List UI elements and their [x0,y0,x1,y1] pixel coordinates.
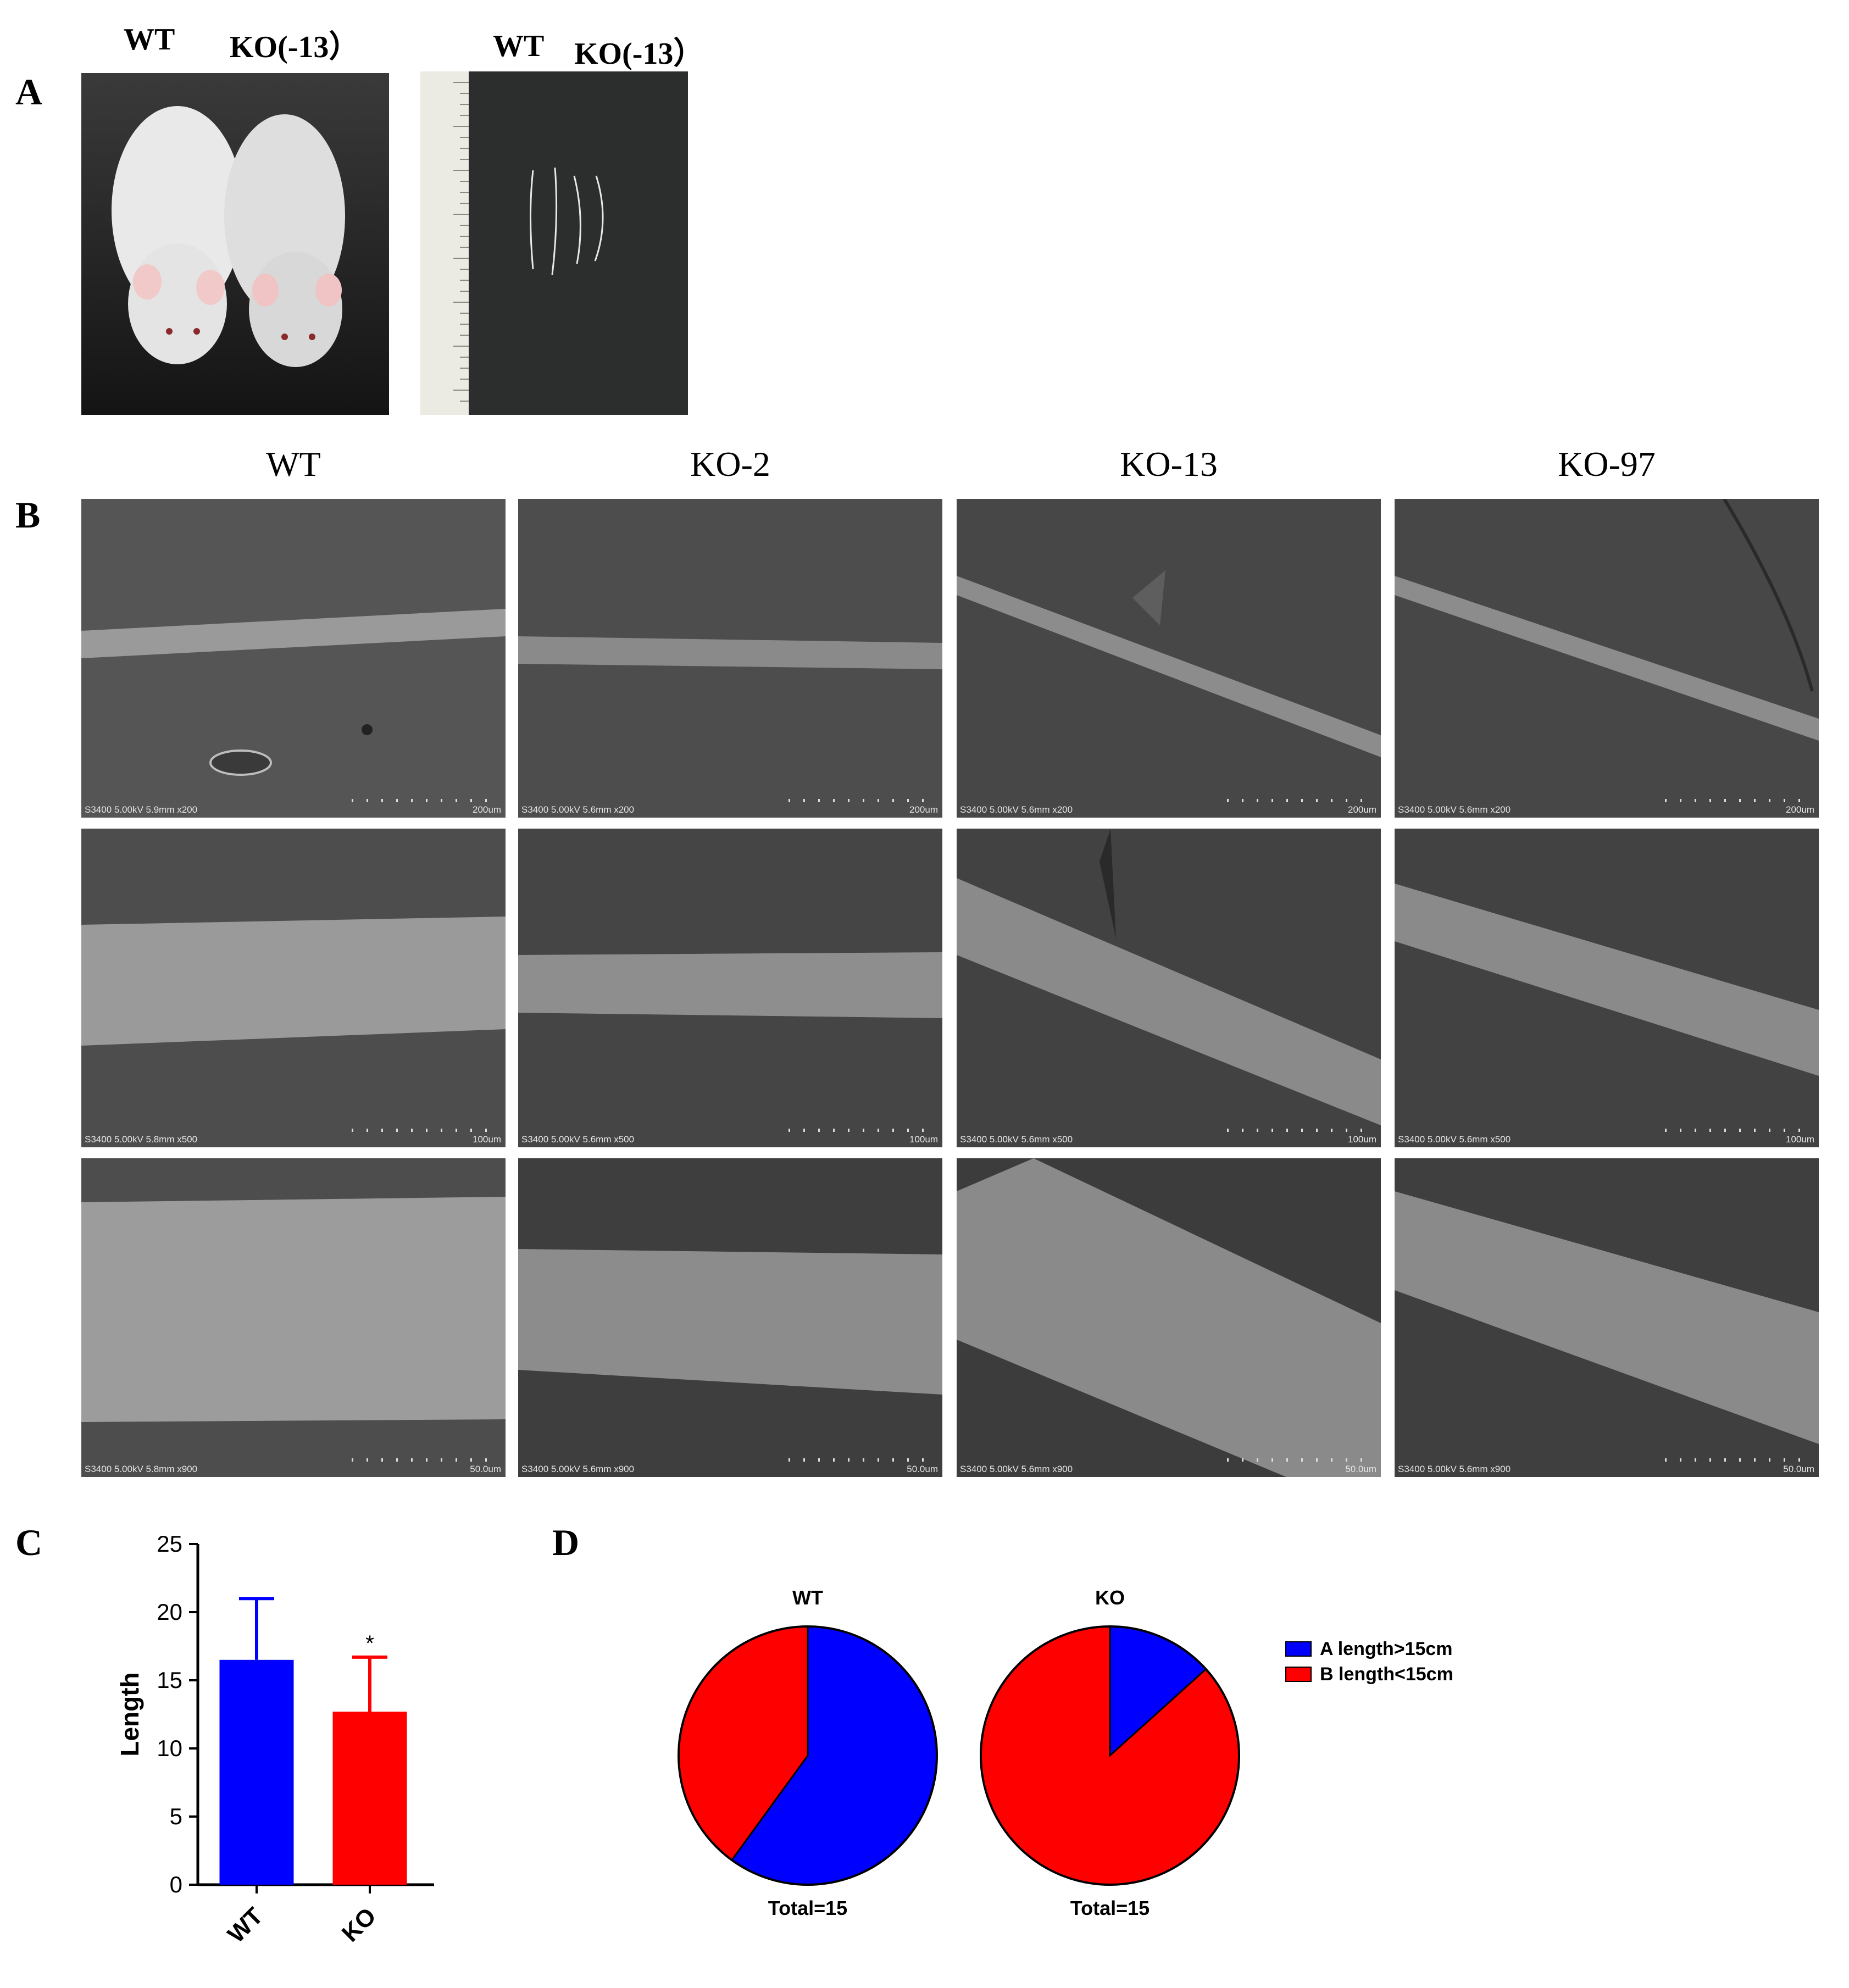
sem-image-ko97-x900: S3400 5.00kV 5.6mm x900 50.0um [1395,1158,1819,1477]
y-tick-label: 25 [157,1531,182,1557]
sem-info: S3400 5.00kV 5.8mm x500 [85,1134,198,1145]
photo1-label-wt: WT [124,23,175,57]
y-tick-label: 5 [170,1803,182,1829]
sem-scale: 50.0um [1345,1464,1376,1474]
significance-marker: * [365,1631,374,1656]
y-tick-label: 10 [157,1735,182,1761]
sem-scale: 200um [1786,804,1814,815]
pie-title: KO [1095,1586,1125,1609]
legend-swatch [1285,1641,1312,1657]
sem-image-wt-x900: S3400 5.00kV 5.8mm x900 50.0um [81,1158,506,1477]
sem-info: S3400 5.00kV 5.6mm x200 [521,804,635,815]
sem-info: S3400 5.00kV 5.9mm x200 [85,804,198,815]
bar [332,1712,407,1885]
sem-scale: 200um [1348,804,1376,815]
sem-image-wt-x200: S3400 5.00kV 5.9mm x200 200um [81,499,506,818]
sem-info: S3400 5.00kV 5.6mm x200 [1398,804,1511,815]
sem-scale: 100um [909,1134,938,1145]
panel-c-letter: C [15,1521,43,1563]
panel-a-letter: A [15,71,43,113]
pie-title: WT [792,1586,823,1609]
x-tick-label: WT [223,1902,268,1948]
sem-image-ko97-x500: S3400 5.00kV 5.6mm x500 100um [1395,829,1819,1147]
sem-image-ko2-x900: S3400 5.00kV 5.6mm x900 50.0um [518,1158,942,1477]
photo1-label-ko: KO(-13） [230,30,360,64]
pie-outline [678,1625,938,1886]
hair-ruler-photo [420,71,688,415]
y-tick-label: 0 [170,1872,182,1897]
photo2-label-ko: KO(-13） [574,37,704,71]
column-title-ko-13: KO-13 [1120,445,1218,484]
sem-scale: 50.0um [470,1464,501,1474]
sem-image-wt-x500: S3400 5.00kV 5.8mm x500 100um [81,829,506,1147]
sem-image-ko13-x200: S3400 5.00kV 5.6mm x200 200um [957,499,1381,818]
sem-scale: 200um [909,804,938,815]
legend-label: B length<15cm [1320,1664,1453,1685]
sem-info: S3400 5.00kV 5.6mm x500 [521,1134,635,1145]
sem-scale: 200um [473,804,501,815]
panel-d-letter: D [552,1521,580,1563]
pie-total-caption: Total=15 [1070,1897,1150,1919]
y-axis-title: Length [115,1672,144,1756]
pie-total-caption: Total=15 [768,1897,847,1919]
sem-info: S3400 5.00kV 5.6mm x500 [960,1134,1073,1145]
bar [219,1659,294,1885]
sem-scale: 50.0um [907,1464,938,1474]
sem-scale: 100um [1786,1134,1814,1145]
sem-info: S3400 5.00kV 5.8mm x900 [85,1464,198,1474]
pie-charts: WT Total=15 KO Total=15 A length>15cm B lengt… [678,1586,1453,1919]
mouse-photo [81,73,389,415]
sem-image-ko2-x200: S3400 5.00kV 5.6mm x200 200um [518,499,942,818]
sem-image-ko2-x500: S3400 5.00kV 5.6mm x500 100um [518,829,942,1147]
sem-image-ko97-x200: S3400 5.00kV 5.6mm x200 200um [1395,499,1819,818]
sem-image-ko13-x500: S3400 5.00kV 5.6mm x500 100um [957,829,1381,1147]
sem-info: S3400 5.00kV 5.6mm x200 [960,804,1073,815]
bar-chart: 0 5 10 15 20 25 Length WT * KO [115,1531,434,1948]
x-tick-label: KO [337,1902,381,1947]
sem-info: S3400 5.00kV 5.6mm x900 [521,1464,635,1474]
sem-scale: 100um [1348,1134,1376,1145]
panel-b-letter: B [15,494,41,536]
photo2-label-wt: WT [493,29,545,63]
column-title-ko-97: KO-97 [1558,445,1656,484]
sem-info: S3400 5.00kV 5.6mm x500 [1398,1134,1511,1145]
sem-info: S3400 5.00kV 5.6mm x900 [1398,1464,1511,1474]
sem-image-ko13-x900: S3400 5.00kV 5.6mm x900 50.0um [957,1158,1381,1477]
column-title-wt: WT [266,445,321,484]
legend-swatch [1285,1667,1312,1682]
column-title-ko-2: KO-2 [690,445,770,484]
sem-scale: 100um [473,1134,501,1145]
sem-info: S3400 5.00kV 5.6mm x900 [960,1464,1073,1474]
pie-outline [980,1625,1240,1886]
legend-label: A length>15cm [1320,1639,1453,1659]
sem-scale: 50.0um [1783,1464,1814,1474]
y-tick-label: 15 [157,1667,182,1693]
y-tick-label: 20 [157,1599,182,1625]
